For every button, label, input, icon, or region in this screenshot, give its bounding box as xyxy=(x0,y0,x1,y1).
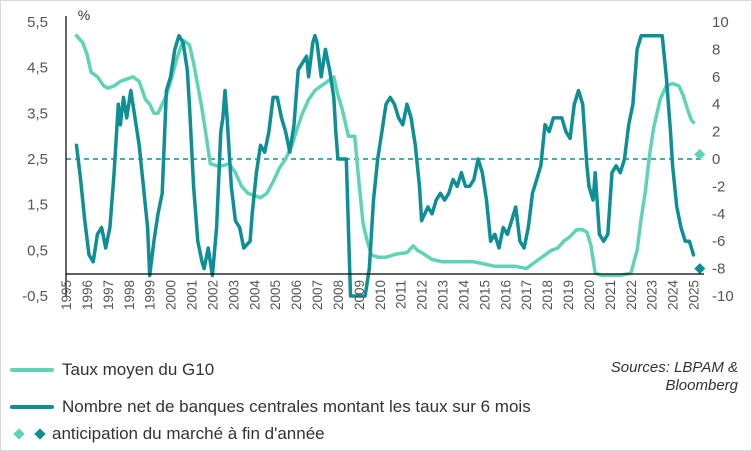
x-tick-label: 2018 xyxy=(540,280,555,310)
y-right-tick-label: 6 xyxy=(712,69,720,86)
x-tick-label: 2015 xyxy=(477,280,492,310)
x-tick-label: 1995 xyxy=(59,280,74,310)
x-tick-label: 2022 xyxy=(624,280,639,310)
y-right-tick-label: 10 xyxy=(712,14,729,31)
legend-diamond-light xyxy=(13,428,25,440)
legend-line-g10-rate xyxy=(10,368,54,372)
x-tick-label: 2025 xyxy=(687,280,702,310)
x-tick-label: 2020 xyxy=(582,280,597,310)
x-tick-label: 2017 xyxy=(519,280,534,310)
x-tick-label: 2013 xyxy=(436,280,451,310)
y-left-tick-label: 1,5 xyxy=(27,197,48,214)
x-tick-label: 2006 xyxy=(289,280,304,310)
x-tick-label: 2011 xyxy=(394,280,409,309)
y-right-tick-label: -10 xyxy=(712,288,734,305)
legend-item-g10-rate: Taux moyen du G10 xyxy=(10,360,214,380)
x-tick-label: 2003 xyxy=(226,280,241,310)
legend-diamond-dark xyxy=(34,428,46,440)
x-tick-label: 2000 xyxy=(164,280,179,310)
anticipation-marker-central-banks xyxy=(694,263,706,275)
anticipation-marker-g10-rate xyxy=(694,148,706,160)
x-tick-label: 2012 xyxy=(415,280,430,310)
legend-label-anticipation: anticipation du marché à fin d'année xyxy=(52,424,325,443)
source-line-1: Sources: LBPAM & xyxy=(610,359,738,376)
x-tick-label: 2009 xyxy=(352,280,367,310)
y-right-tick-label: -2 xyxy=(712,178,725,195)
x-tick-label: 2016 xyxy=(498,280,513,310)
x-tick-label: 2024 xyxy=(666,280,681,311)
y-right-tick-label: -6 xyxy=(712,233,725,250)
x-tick-label: 1998 xyxy=(122,280,137,310)
x-tick-label: 2002 xyxy=(205,280,220,310)
legend-item-central-banks: Nombre net de banques centrales montant … xyxy=(10,397,531,417)
y-left-tick-label: 5,5 xyxy=(27,14,48,31)
legend-item-anticipation: anticipation du marché à fin d'année xyxy=(10,424,325,444)
x-tick-label: 2010 xyxy=(373,280,388,310)
y-left-tick-label: 4,5 xyxy=(27,60,48,77)
x-tick-label: 2005 xyxy=(268,280,283,310)
y-right-tick-label: 0 xyxy=(712,151,720,168)
x-tick-label: 2019 xyxy=(561,280,576,310)
y-left-tick-label: 2,5 xyxy=(27,151,48,168)
x-tick-label: 2004 xyxy=(247,280,262,311)
y-right-tick-label: 4 xyxy=(712,96,720,113)
x-tick-label: 1997 xyxy=(101,280,116,310)
y-left-tick-label: 3,5 xyxy=(27,105,48,122)
y-right-tick-label: -8 xyxy=(712,261,725,278)
legend-line-central-banks xyxy=(10,405,54,409)
x-tick-label: 2014 xyxy=(456,280,471,311)
x-tick-label: 2008 xyxy=(331,280,346,310)
legend-label-g10-rate: Taux moyen du G10 xyxy=(62,360,215,379)
x-tick-label: 2023 xyxy=(645,280,660,310)
y-left-tick-label: 0,5 xyxy=(27,242,48,259)
y-right-tick-label: 8 xyxy=(712,41,720,58)
source-note: Sources: LBPAM & Bloomberg xyxy=(611,359,738,395)
x-tick-label: 1996 xyxy=(80,280,95,310)
x-tick-label: 1999 xyxy=(143,280,158,310)
source-line-2: Bloomberg xyxy=(665,377,738,394)
x-tick-label: 2007 xyxy=(310,280,325,310)
x-tick-label: 2021 xyxy=(603,280,618,310)
y-right-tick-label: -4 xyxy=(712,206,725,223)
y-left-tick-label: -0,5 xyxy=(22,288,48,305)
y-unit-label: % xyxy=(78,7,90,23)
y-right-tick-label: 2 xyxy=(712,124,720,141)
series-line-central-banks xyxy=(74,33,696,298)
legend-label-central-banks: Nombre net de banques centrales montant … xyxy=(62,397,531,416)
x-tick-label: 2001 xyxy=(185,280,200,310)
